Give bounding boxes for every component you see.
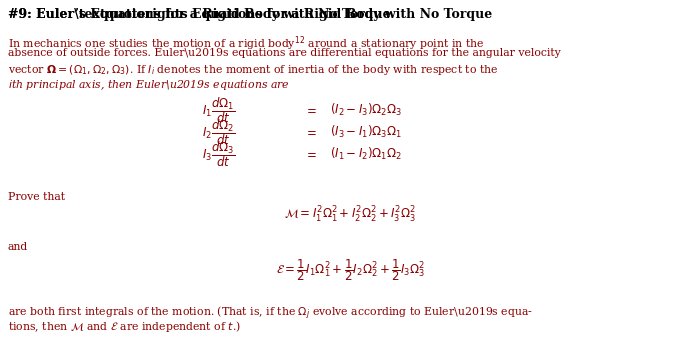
Text: $(I_1 - I_2)\Omega_1\Omega_2$: $(I_1 - I_2)\Omega_1\Omega_2$ <box>330 146 402 162</box>
Text: #9: Euler\textquoterights Equations for a Rigid Body with No Torque: #9: Euler\textquoterights Equations for … <box>8 8 492 21</box>
Text: $\mathcal{E} = \dfrac{1}{2}I_1\Omega_1^2 + \dfrac{1}{2}I_2\Omega_2^2 + \dfrac{1}: $\mathcal{E} = \dfrac{1}{2}I_1\Omega_1^2… <box>275 257 424 283</box>
Text: $i$th principal axis, then Euler\u2019s equations are: $i$th principal axis, then Euler\u2019s … <box>8 77 289 92</box>
Text: vector $\mathbf{\Omega} = (\Omega_1, \Omega_2, \Omega_3)$. If $I_i$ denotes the : vector $\mathbf{\Omega} = (\Omega_1, \Om… <box>8 63 498 77</box>
Text: $I_1\dfrac{d\Omega_1}{dt}$: $I_1\dfrac{d\Omega_1}{dt}$ <box>202 95 235 125</box>
Text: $=$: $=$ <box>303 147 317 160</box>
Text: tions, then $\mathcal{M}$ and $\mathcal{E}$ are independent of $t$.): tions, then $\mathcal{M}$ and $\mathcal{… <box>8 320 241 334</box>
Text: $I_2\dfrac{d\Omega_2}{dt}$: $I_2\dfrac{d\Omega_2}{dt}$ <box>202 117 235 147</box>
Text: and: and <box>8 242 28 252</box>
Text: absence of outside forces. Euler\u2019s equations are differential equations for: absence of outside forces. Euler\u2019s … <box>8 49 561 59</box>
Text: #9: Euler’s Equations for a Rigid Body with No Torque: #9: Euler’s Equations for a Rigid Body w… <box>8 8 391 21</box>
Text: Prove that: Prove that <box>8 192 65 202</box>
Text: $(I_2 - I_3)\Omega_2\Omega_3$: $(I_2 - I_3)\Omega_2\Omega_3$ <box>330 102 402 118</box>
Text: In mechanics one studies the motion of a rigid body$^{12}$ around a stationary p: In mechanics one studies the motion of a… <box>8 34 484 52</box>
Text: $(I_3 - I_1)\Omega_3\Omega_1$: $(I_3 - I_1)\Omega_3\Omega_1$ <box>330 124 402 140</box>
Text: $I_3\dfrac{d\Omega_3}{dt}$: $I_3\dfrac{d\Omega_3}{dt}$ <box>202 139 235 169</box>
Text: $=$: $=$ <box>303 126 317 139</box>
Text: $\mathcal{M} = I_1^2\Omega_1^2 + I_2^2\Omega_2^2 + I_3^2\Omega_3^2$: $\mathcal{M} = I_1^2\Omega_1^2 + I_2^2\O… <box>284 205 416 225</box>
Text: are both first integrals of the motion. (That is, if the $\Omega_j$ evolve accor: are both first integrals of the motion. … <box>8 305 533 323</box>
Text: $=$: $=$ <box>303 104 317 117</box>
